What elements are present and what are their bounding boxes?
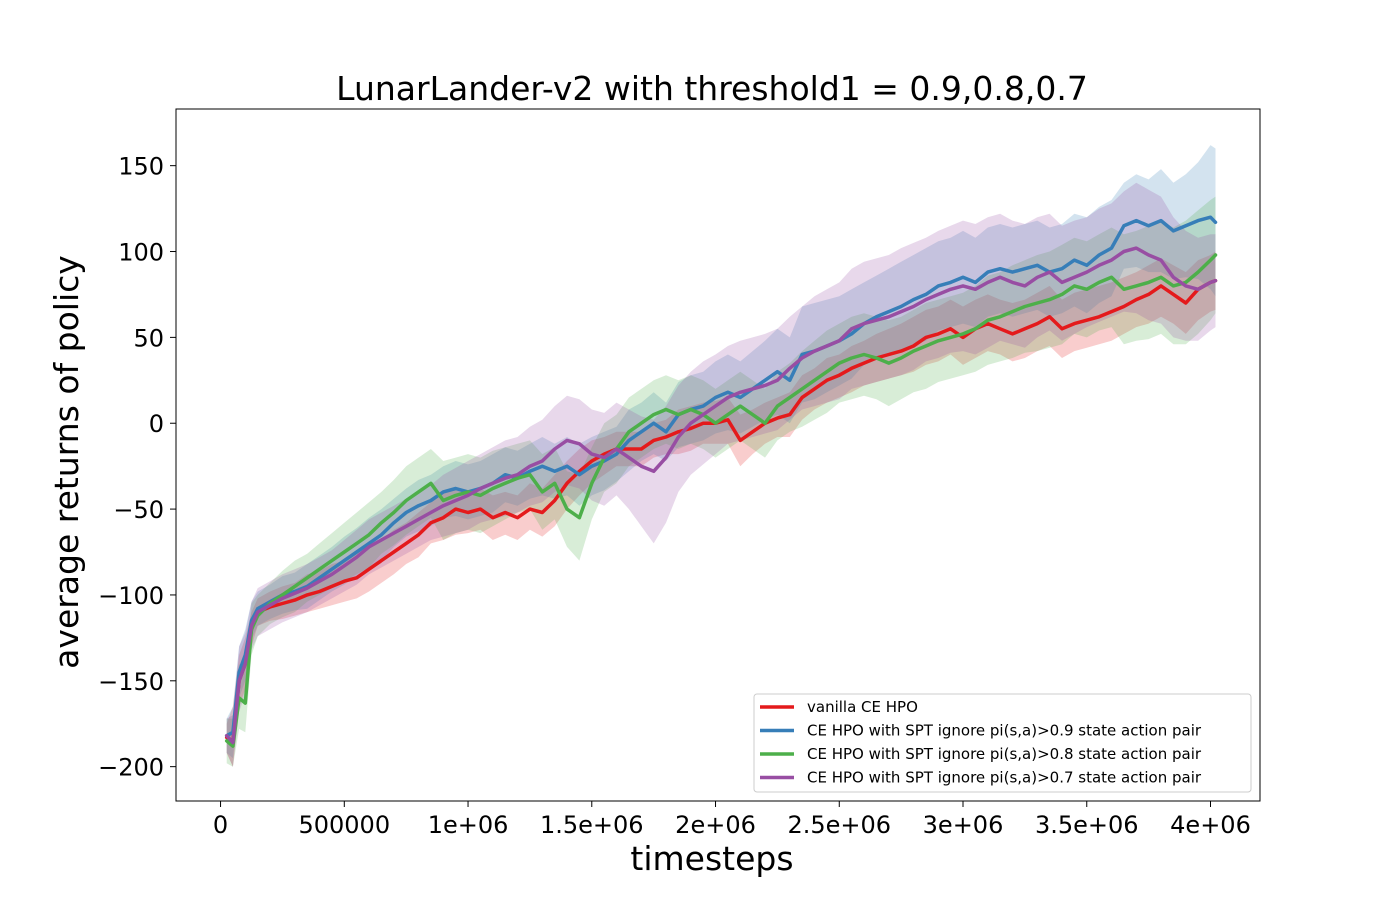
x-tick-label: 3.5e+06 [1035,811,1139,839]
confidence-bands [226,145,1216,767]
x-tick-label: 1.5e+06 [540,811,644,839]
x-tick-label: 2e+06 [675,811,756,839]
x-tick-label: 2.5e+06 [787,811,891,839]
legend: vanilla CE HPO CE HPO with SPT ignore pi(… [753,693,1252,793]
y-axis: −200 −150 −100 −50 0 50 100 150 [98,153,176,782]
series-line-4 [224,246,1218,745]
series-line-1 [224,278,1218,743]
x-tick-label: 4e+06 [1170,811,1251,839]
series-line-2 [224,215,1218,738]
y-tick-label: 150 [118,153,164,181]
plot-frame [175,108,1261,802]
legend-label-3: CE HPO with SPT ignore pi(s,a)>0.8 state… [807,745,1202,763]
series-band-1 [226,251,1216,767]
y-tick-label: 0 [149,410,164,438]
x-tick-label: 1e+06 [428,811,509,839]
legend-label-2: CE HPO with SPT ignore pi(s,a)>0.9 state… [807,722,1202,740]
series-line-3 [224,253,1218,748]
x-axis-title: timesteps [630,839,793,878]
series-lines [224,215,1218,748]
legend-box [753,693,1252,793]
y-tick-label: −150 [98,668,164,696]
series-band-3 [226,196,1216,767]
x-tick-label: 500000 [298,811,390,839]
chart-title: LunarLander-v2 with threshold1 = 0.9,0.8… [336,69,1088,108]
series-band-2 [226,145,1216,759]
y-tick-label: −100 [98,582,164,610]
series-band-4 [226,182,1216,767]
y-tick-label: 50 [133,324,164,352]
y-tick-label: −50 [113,496,164,524]
y-tick-label: 100 [118,239,164,267]
y-tick-label: −200 [98,754,164,782]
legend-label-4: CE HPO with SPT ignore pi(s,a)>0.7 state… [807,769,1202,787]
x-tick-label: 3e+06 [923,811,1004,839]
x-axis: 0 500000 1e+06 1.5e+06 2e+06 2.5e+06 3e+06 3.5e… [213,801,1251,839]
x-tick-label: 0 [213,811,228,839]
legend-label-1: vanilla CE HPO [807,698,918,716]
y-axis-title: average returns of policy [47,255,86,669]
